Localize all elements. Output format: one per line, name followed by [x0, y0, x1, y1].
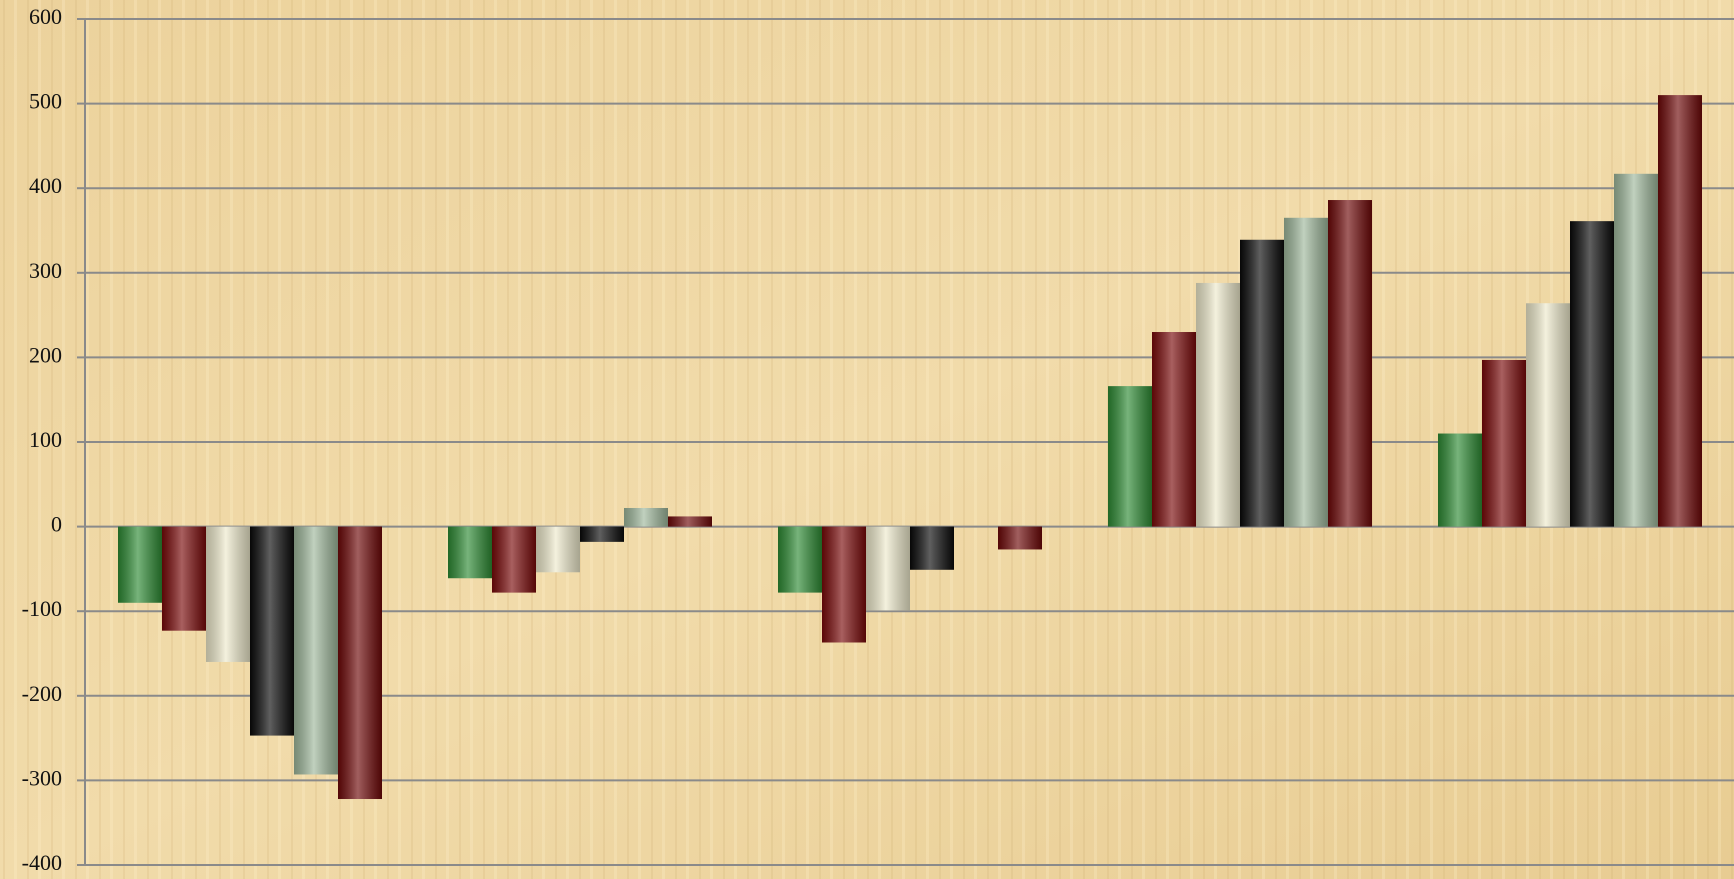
bar-shine: [448, 526, 492, 579]
bar-shine: [250, 526, 294, 736]
bar-shine: [1240, 239, 1284, 527]
bar-shine: [1284, 217, 1328, 527]
y-tick-label: 400: [29, 173, 62, 198]
bar-shine: [668, 516, 712, 527]
bar-shine: [624, 507, 668, 527]
bar-shine: [492, 526, 536, 593]
bar-shine: [1614, 173, 1658, 527]
y-tick-label: 500: [29, 89, 62, 114]
y-tick-label: -100: [22, 596, 62, 621]
y-tick-label: 0: [51, 512, 62, 537]
bar-shine: [1196, 282, 1240, 527]
bar-shine: [1526, 303, 1570, 527]
bar-shine: [910, 526, 954, 570]
bar-shine: [1152, 332, 1196, 527]
bar-shine: [998, 526, 1042, 550]
y-tick-label: -400: [22, 850, 62, 875]
bar-shine: [118, 526, 162, 603]
bar-shine: [338, 526, 382, 800]
y-tick-label: 300: [29, 258, 62, 283]
bar-shine: [1570, 221, 1614, 527]
y-tick-label: 100: [29, 427, 62, 452]
bar-shine: [294, 526, 338, 775]
y-tick-label: -200: [22, 681, 62, 706]
y-tick-label: 200: [29, 342, 62, 367]
bar-shine: [822, 526, 866, 643]
bar-shine: [580, 526, 624, 542]
bar-shine: [1482, 359, 1526, 527]
bar-shine: [1108, 386, 1152, 527]
bar-shine: [1328, 200, 1372, 527]
bar-shine: [1438, 433, 1482, 527]
bar-shine: [206, 526, 250, 662]
bar-shine: [1658, 95, 1702, 527]
bar-shine: [162, 526, 206, 631]
bar-shine: [778, 526, 822, 593]
y-tick-label: -300: [22, 765, 62, 790]
bar-shine: [866, 526, 910, 611]
y-tick-label: 600: [29, 4, 62, 29]
bar-shine: [536, 526, 580, 573]
